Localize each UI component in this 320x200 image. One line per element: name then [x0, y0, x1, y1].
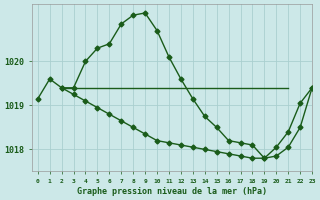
- X-axis label: Graphe pression niveau de la mer (hPa): Graphe pression niveau de la mer (hPa): [77, 187, 267, 196]
